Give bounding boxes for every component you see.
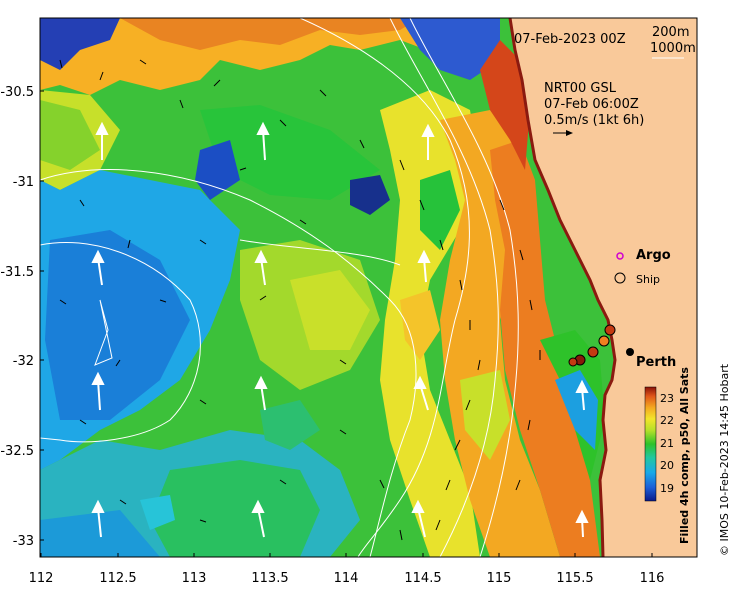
colorbar-tick: 20 (660, 459, 674, 472)
argo-legend-icon (616, 252, 624, 260)
scale-arrow-icon (553, 130, 573, 136)
y-tick-label: -30.5 (0, 85, 34, 100)
current-time: 07-Feb 06:00Z (544, 97, 639, 112)
x-tick-label: 113.5 (251, 571, 288, 586)
y-tick-label: -33 (13, 534, 34, 549)
y-tick-label: -31 (13, 175, 34, 190)
colorbar-tick: 23 (660, 392, 674, 405)
x-tick-label: 114 (334, 571, 359, 586)
y-tick-label: -32 (13, 354, 34, 369)
colorbar-ticks: 23 22 21 20 19 (660, 392, 674, 495)
x-tick-label: 116 (640, 571, 665, 586)
argo-vectors (91, 121, 589, 538)
date-label: 07-Feb-2023 00Z (514, 32, 626, 47)
y-tick-label: -31.5 (0, 265, 34, 280)
x-tick-label: 115.5 (556, 571, 593, 586)
y-tick-label: -32.5 (0, 444, 34, 459)
colorbar-tick: 22 (660, 414, 674, 427)
perth-marker (626, 348, 634, 356)
colorbar-tick: 21 (660, 437, 674, 450)
ship-legend-icon (614, 272, 626, 284)
argo-legend-label: Argo (636, 248, 671, 263)
x-tick-label: 112.5 (99, 571, 136, 586)
colorbar (644, 386, 657, 502)
current-scale: 0.5m/s (1kt 6h) (544, 113, 644, 128)
current-vectors (59, 59, 541, 541)
credit-text: © IMOS 10-Feb-2023 14:45 Hobart (718, 363, 731, 556)
sst-plot-area (40, 18, 697, 557)
x-tick-label: 113 (182, 571, 207, 586)
plot-border (39, 17, 698, 558)
coastline (508, 18, 617, 557)
ship-legend-label: Ship (636, 273, 660, 286)
ship-track (568, 324, 616, 367)
sst-field (40, 18, 605, 557)
colorbar-title: Filled 4h comp, p50, All Sats (678, 367, 691, 544)
contour-label-200m: 200m (652, 25, 689, 40)
x-tick-label: 112 (29, 571, 54, 586)
x-axis: 112 112.5 113 113.5 114 114.5 115 115.5 … (29, 553, 665, 586)
contour-label-1000m: 1000m (650, 41, 696, 56)
y-axis: -30.5 -31 -31.5 -32 -32.5 -33 (0, 85, 44, 549)
colorbar-tick: 19 (660, 482, 674, 495)
perth-label: Perth (636, 355, 676, 370)
x-tick-label: 114.5 (404, 571, 441, 586)
x-tick-label: 115 (487, 571, 512, 586)
bathymetry-contours (40, 18, 519, 557)
current-title: NRT00 GSL (544, 81, 617, 96)
